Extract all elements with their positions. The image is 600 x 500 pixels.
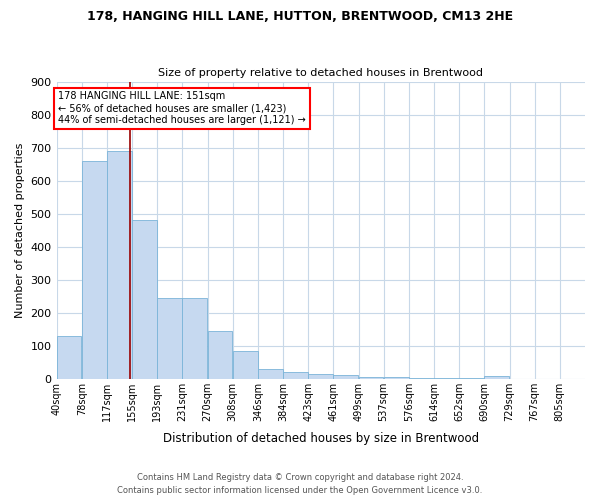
X-axis label: Distribution of detached houses by size in Brentwood: Distribution of detached houses by size …: [163, 432, 479, 445]
Bar: [334, 376, 358, 378]
Bar: [283, 372, 308, 378]
Bar: [484, 376, 509, 378]
Bar: [208, 331, 232, 378]
Bar: [383, 377, 409, 378]
Bar: [308, 374, 333, 378]
Bar: [132, 220, 157, 378]
Bar: [157, 298, 182, 378]
Bar: [107, 151, 132, 378]
Text: 178 HANGING HILL LANE: 151sqm
← 56% of detached houses are smaller (1,423)
44% o: 178 HANGING HILL LANE: 151sqm ← 56% of d…: [58, 92, 305, 124]
Bar: [233, 352, 257, 378]
Bar: [182, 298, 207, 378]
Bar: [258, 370, 283, 378]
Y-axis label: Number of detached properties: Number of detached properties: [15, 142, 25, 318]
Bar: [82, 161, 107, 378]
Text: Contains HM Land Registry data © Crown copyright and database right 2024.
Contai: Contains HM Land Registry data © Crown c…: [118, 474, 482, 495]
Title: Size of property relative to detached houses in Brentwood: Size of property relative to detached ho…: [158, 68, 483, 78]
Bar: [56, 336, 82, 378]
Bar: [359, 377, 383, 378]
Text: 178, HANGING HILL LANE, HUTTON, BRENTWOOD, CM13 2HE: 178, HANGING HILL LANE, HUTTON, BRENTWOO…: [87, 10, 513, 23]
